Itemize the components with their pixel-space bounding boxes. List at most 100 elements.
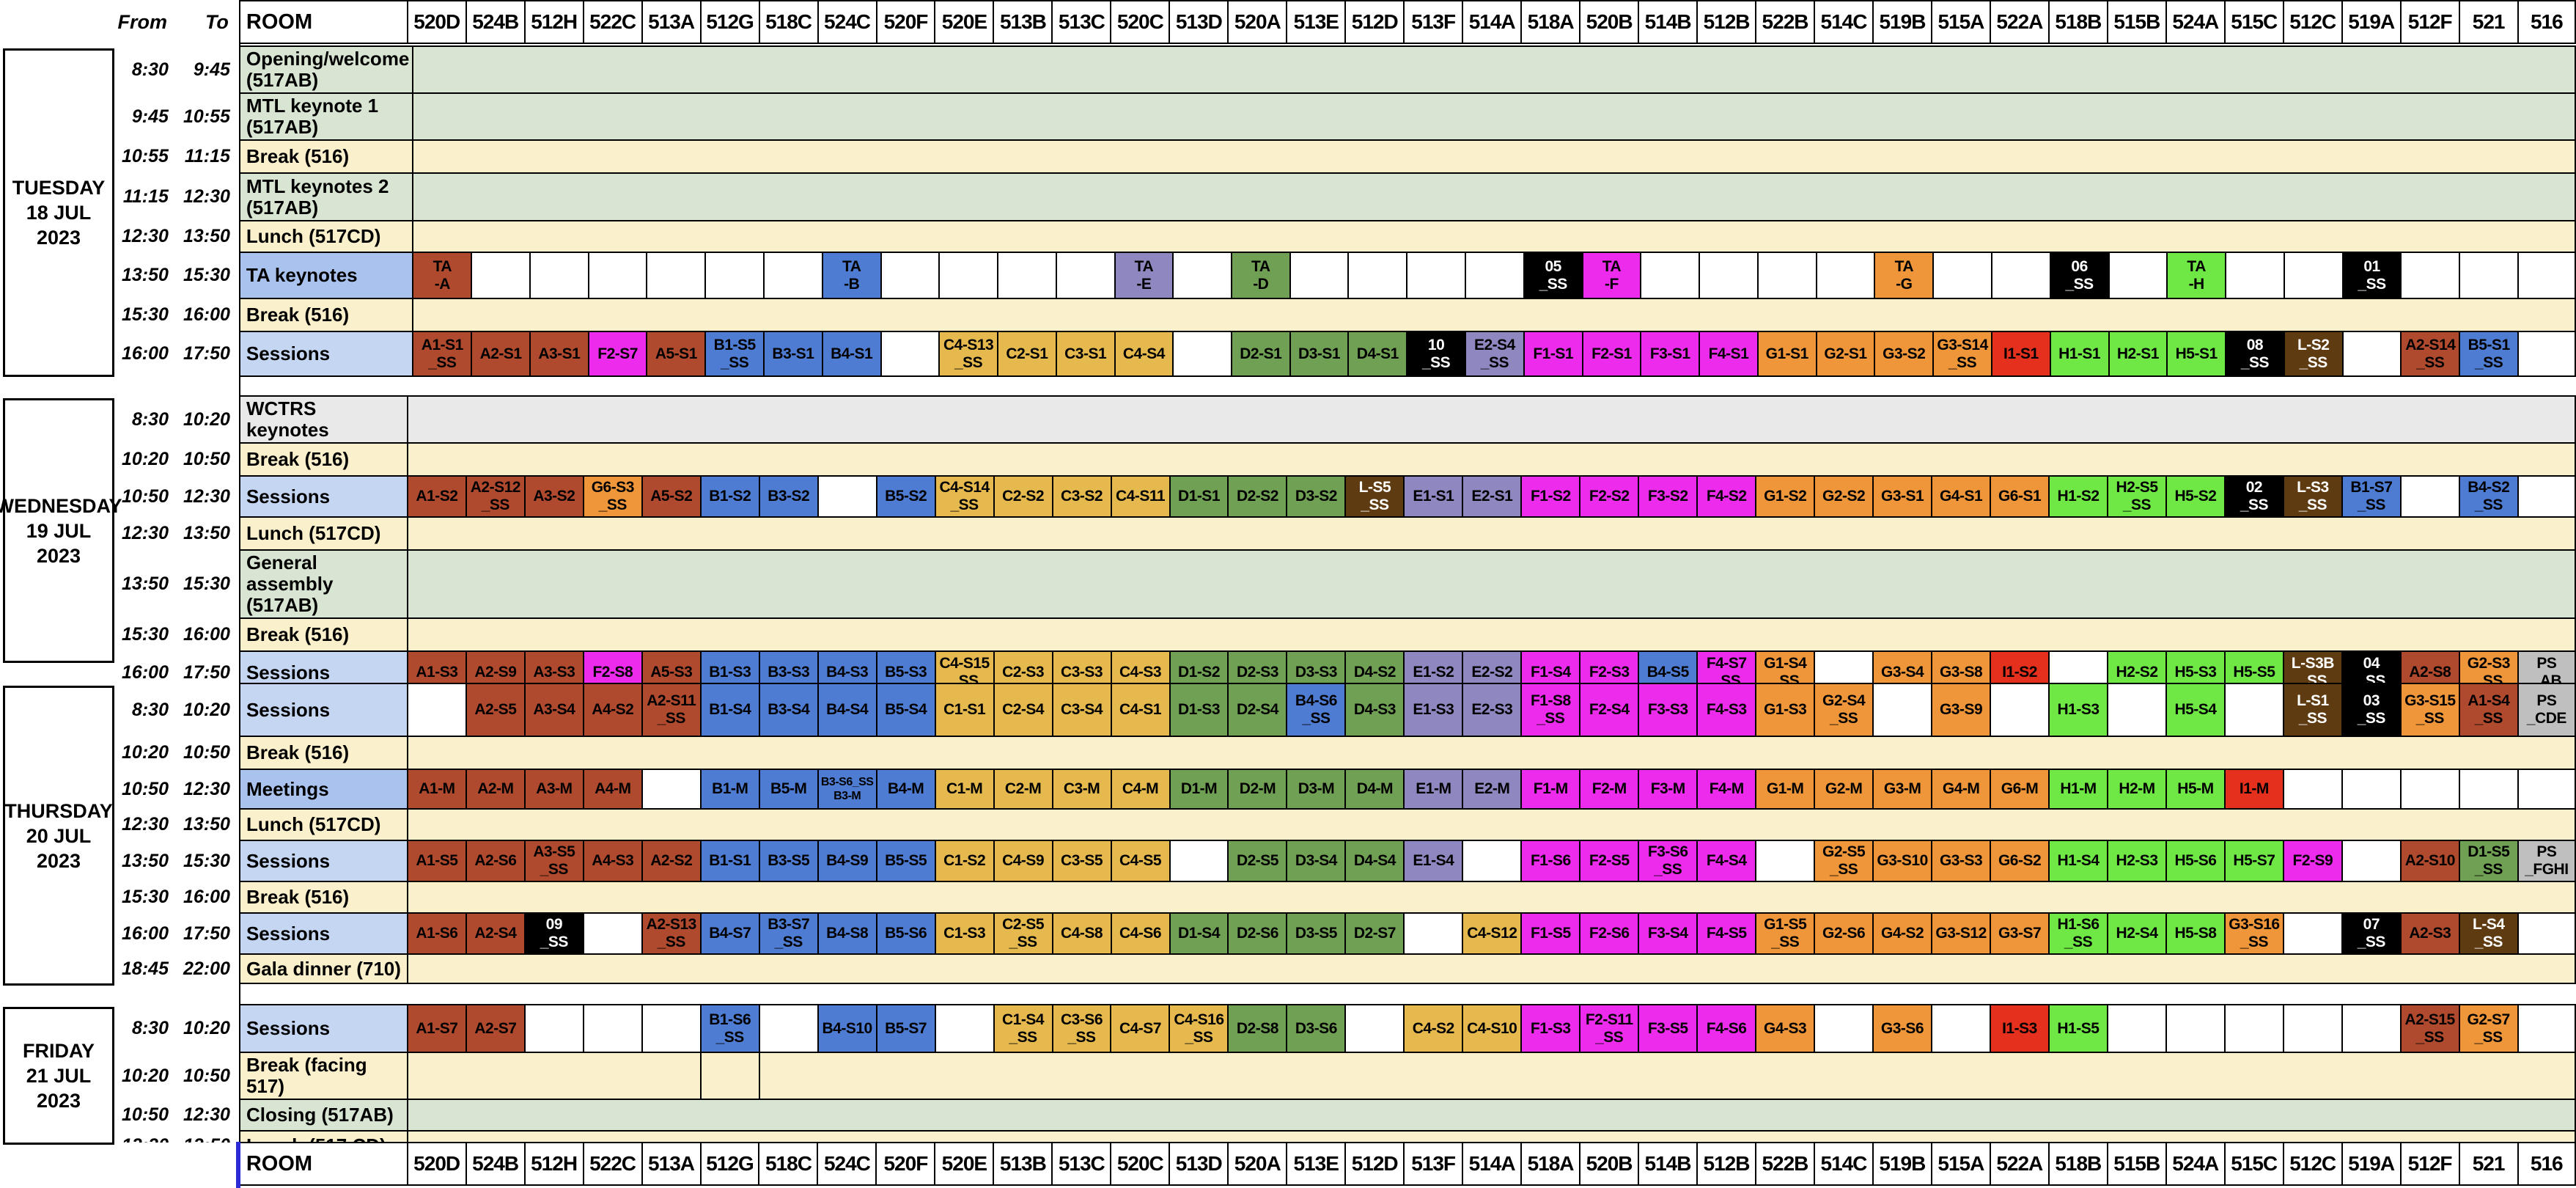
- session-cell-B1-S6[interactable]: B1-S6 _SS: [699, 1004, 760, 1053]
- session-cell-01[interactable]: 01 _SS: [2341, 252, 2402, 299]
- session-cell-B4-S4[interactable]: B4-S4: [817, 683, 877, 737]
- session-cell-G2-S6[interactable]: G2-S6: [1814, 912, 1874, 955]
- session-cell-B5-S7[interactable]: B5-S7: [875, 1004, 936, 1053]
- session-cell-PS[interactable]: PS _CDE: [2517, 683, 2576, 737]
- session-cell-09[interactable]: 09 _SS: [523, 912, 584, 955]
- session-cell-H1-S2[interactable]: H1-S2: [2048, 475, 2108, 518]
- session-cell-H2-S1[interactable]: H2-S1: [2108, 331, 2168, 377]
- session-cell-D1-S5[interactable]: D1-S5 _SS: [2458, 840, 2519, 882]
- session-cell-B5-S2[interactable]: B5-S2: [875, 475, 936, 518]
- session-cell-F3-S6[interactable]: F3-S6 _SS: [1638, 840, 1699, 882]
- session-cell-G3-S7[interactable]: G3-S7: [1990, 912, 2050, 955]
- session-cell-02[interactable]: 02 _SS: [2223, 475, 2284, 518]
- session-cell-C4-S9[interactable]: C4-S9: [993, 840, 1053, 882]
- session-cell-F2-S7[interactable]: F2-S7: [587, 331, 648, 377]
- session-cell-C4-S7[interactable]: C4-S7: [1110, 1004, 1171, 1053]
- session-cell-D2-M[interactable]: D2-M: [1227, 769, 1288, 810]
- session-cell-F1-S6[interactable]: F1-S6: [1520, 840, 1581, 882]
- session-cell-F2-S5[interactable]: F2-S5: [1579, 840, 1640, 882]
- session-cell-D4-S4[interactable]: D4-S4: [1344, 840, 1405, 882]
- session-cell-G1-S2[interactable]: G1-S2: [1755, 475, 1816, 518]
- session-cell-G2-S5[interactable]: G2-S5 _SS: [1814, 840, 1874, 882]
- session-cell-C2-S4[interactable]: C2-S4: [993, 683, 1053, 737]
- session-cell-G3-S16[interactable]: G3-S16 _SS: [2223, 912, 2284, 955]
- session-cell-D1-S1[interactable]: D1-S1: [1169, 475, 1229, 518]
- session-cell-F2-S11[interactable]: F2-S11 _SS: [1579, 1004, 1640, 1053]
- session-cell-G4-M[interactable]: G4-M: [1931, 769, 1992, 810]
- session-cell-A2-S15[interactable]: A2-S15 _SS: [2399, 1004, 2460, 1053]
- session-cell-H5-M[interactable]: H5-M: [2165, 769, 2226, 810]
- session-cell-C4-S5[interactable]: C4-S5: [1110, 840, 1171, 882]
- session-cell-I1-S1[interactable]: I1-S1: [1990, 331, 2051, 377]
- session-cell-G6-S1[interactable]: G6-S1: [1990, 475, 2050, 518]
- session-cell-A4-S3[interactable]: A4-S3: [582, 840, 643, 882]
- session-cell-C3-S2[interactable]: C3-S2: [1051, 475, 1112, 518]
- session-cell-TA[interactable]: TA -H: [2166, 252, 2227, 299]
- session-cell-G4-S3[interactable]: G4-S3: [1755, 1004, 1816, 1053]
- session-cell-C1-S1[interactable]: C1-S1: [934, 683, 995, 737]
- session-cell-B3-S6_SS[interactable]: B3-S6_SS B3-M: [817, 769, 877, 810]
- session-cell-F3-S3[interactable]: F3-S3: [1638, 683, 1699, 737]
- session-cell-A2-S13[interactable]: A2-S13 _SS: [641, 912, 702, 955]
- session-cell-D2-S5[interactable]: D2-S5: [1227, 840, 1288, 882]
- session-cell-B4-S2[interactable]: B4-S2 _SS: [2458, 475, 2519, 518]
- session-cell-05[interactable]: 05 _SS: [1523, 252, 1583, 299]
- session-cell-A1-S5[interactable]: A1-S5: [406, 840, 467, 882]
- session-cell-D2-S8[interactable]: D2-S8: [1227, 1004, 1288, 1053]
- session-cell-G3-S1[interactable]: G3-S1: [1872, 475, 1933, 518]
- session-cell-A3-M[interactable]: A3-M: [523, 769, 584, 810]
- session-cell-G1-S1[interactable]: G1-S1: [1756, 331, 1817, 377]
- session-cell-I1-S2[interactable]: I1-S2: [1990, 650, 2050, 694]
- session-cell-A4-M[interactable]: A4-M: [582, 769, 643, 810]
- session-cell-F3-S1[interactable]: F3-S1: [1640, 331, 1701, 377]
- session-cell-08[interactable]: 08 _SS: [2225, 331, 2285, 377]
- session-cell-D4-S1[interactable]: D4-S1: [1347, 331, 1408, 377]
- session-cell-G2-S4[interactable]: G2-S4 _SS: [1814, 683, 1874, 737]
- session-cell-B3-S5[interactable]: B3-S5: [758, 840, 819, 882]
- session-cell-G3-S10[interactable]: G3-S10: [1872, 840, 1933, 882]
- session-cell-B4-S7[interactable]: B4-S7: [699, 912, 760, 955]
- session-cell-C4-S11[interactable]: C4-S11: [1110, 475, 1171, 518]
- session-cell-H2-S4[interactable]: H2-S4: [2107, 912, 2167, 955]
- session-cell-F2-S2[interactable]: F2-S2: [1579, 475, 1640, 518]
- session-cell-C3-S4[interactable]: C3-S4: [1051, 683, 1112, 737]
- session-cell-D1-S3[interactable]: D1-S3: [1169, 683, 1229, 737]
- session-cell-C1-S2[interactable]: C1-S2: [934, 840, 995, 882]
- session-cell-A1-S4[interactable]: A1-S4 _SS: [2458, 683, 2519, 737]
- session-cell-F1-S2[interactable]: F1-S2: [1520, 475, 1581, 518]
- session-cell-C3-S6[interactable]: C3-S6 _SS: [1051, 1004, 1112, 1053]
- session-cell-F2-M[interactable]: F2-M: [1579, 769, 1640, 810]
- session-cell-C3-M[interactable]: C3-M: [1051, 769, 1112, 810]
- session-cell-F1-S1[interactable]: F1-S1: [1523, 331, 1583, 377]
- session-cell-B5-S4[interactable]: B5-S4: [875, 683, 936, 737]
- session-cell-B4-M[interactable]: B4-M: [875, 769, 936, 810]
- session-cell-G3-M[interactable]: G3-M: [1872, 769, 1933, 810]
- session-cell-H1-S5[interactable]: H1-S5: [2047, 1004, 2108, 1053]
- session-cell-B1-S7[interactable]: B1-S7 _SS: [2341, 475, 2402, 518]
- session-cell-L-S1[interactable]: L-S1 _SS: [2282, 683, 2343, 737]
- session-cell-F3-S5[interactable]: F3-S5: [1638, 1004, 1699, 1053]
- session-cell-C4-S14[interactable]: C4-S14 _SS: [934, 475, 995, 518]
- session-cell-TA[interactable]: TA -E: [1114, 252, 1174, 299]
- session-cell-E1-S3[interactable]: E1-S3: [1403, 683, 1464, 737]
- session-cell-A3-S2[interactable]: A3-S2: [523, 475, 584, 518]
- session-cell-C1-S3[interactable]: C1-S3: [934, 912, 995, 955]
- session-cell-A4-S2[interactable]: A4-S2: [582, 683, 643, 737]
- session-cell-D3-S6[interactable]: D3-S6: [1286, 1004, 1347, 1053]
- session-cell-A2-S12[interactable]: A2-S12 _SS: [465, 475, 526, 518]
- session-cell-H5-S4[interactable]: H5-S4: [2165, 683, 2226, 737]
- session-cell-03[interactable]: 03 _SS: [2341, 683, 2402, 737]
- session-cell-B1-M[interactable]: B1-M: [699, 769, 760, 810]
- session-cell-F3-M[interactable]: F3-M: [1638, 769, 1699, 810]
- session-cell-H1-S3[interactable]: H1-S3: [2048, 683, 2108, 737]
- session-cell-G3-S12[interactable]: G3-S12: [1931, 912, 1992, 955]
- session-cell-C4-S1[interactable]: C4-S1: [1110, 683, 1171, 737]
- session-cell-D2-S2[interactable]: D2-S2: [1227, 475, 1288, 518]
- session-cell-A5-S1[interactable]: A5-S1: [646, 331, 707, 377]
- session-cell-B4-S10[interactable]: B4-S10: [817, 1004, 877, 1053]
- session-cell-C4-S6[interactable]: C4-S6: [1110, 912, 1171, 955]
- session-cell-D3-M[interactable]: D3-M: [1286, 769, 1347, 810]
- session-cell-A2-S1[interactable]: A2-S1: [471, 331, 531, 377]
- session-cell-E1-M[interactable]: E1-M: [1403, 769, 1464, 810]
- session-cell-H5-S2[interactable]: H5-S2: [2165, 475, 2226, 518]
